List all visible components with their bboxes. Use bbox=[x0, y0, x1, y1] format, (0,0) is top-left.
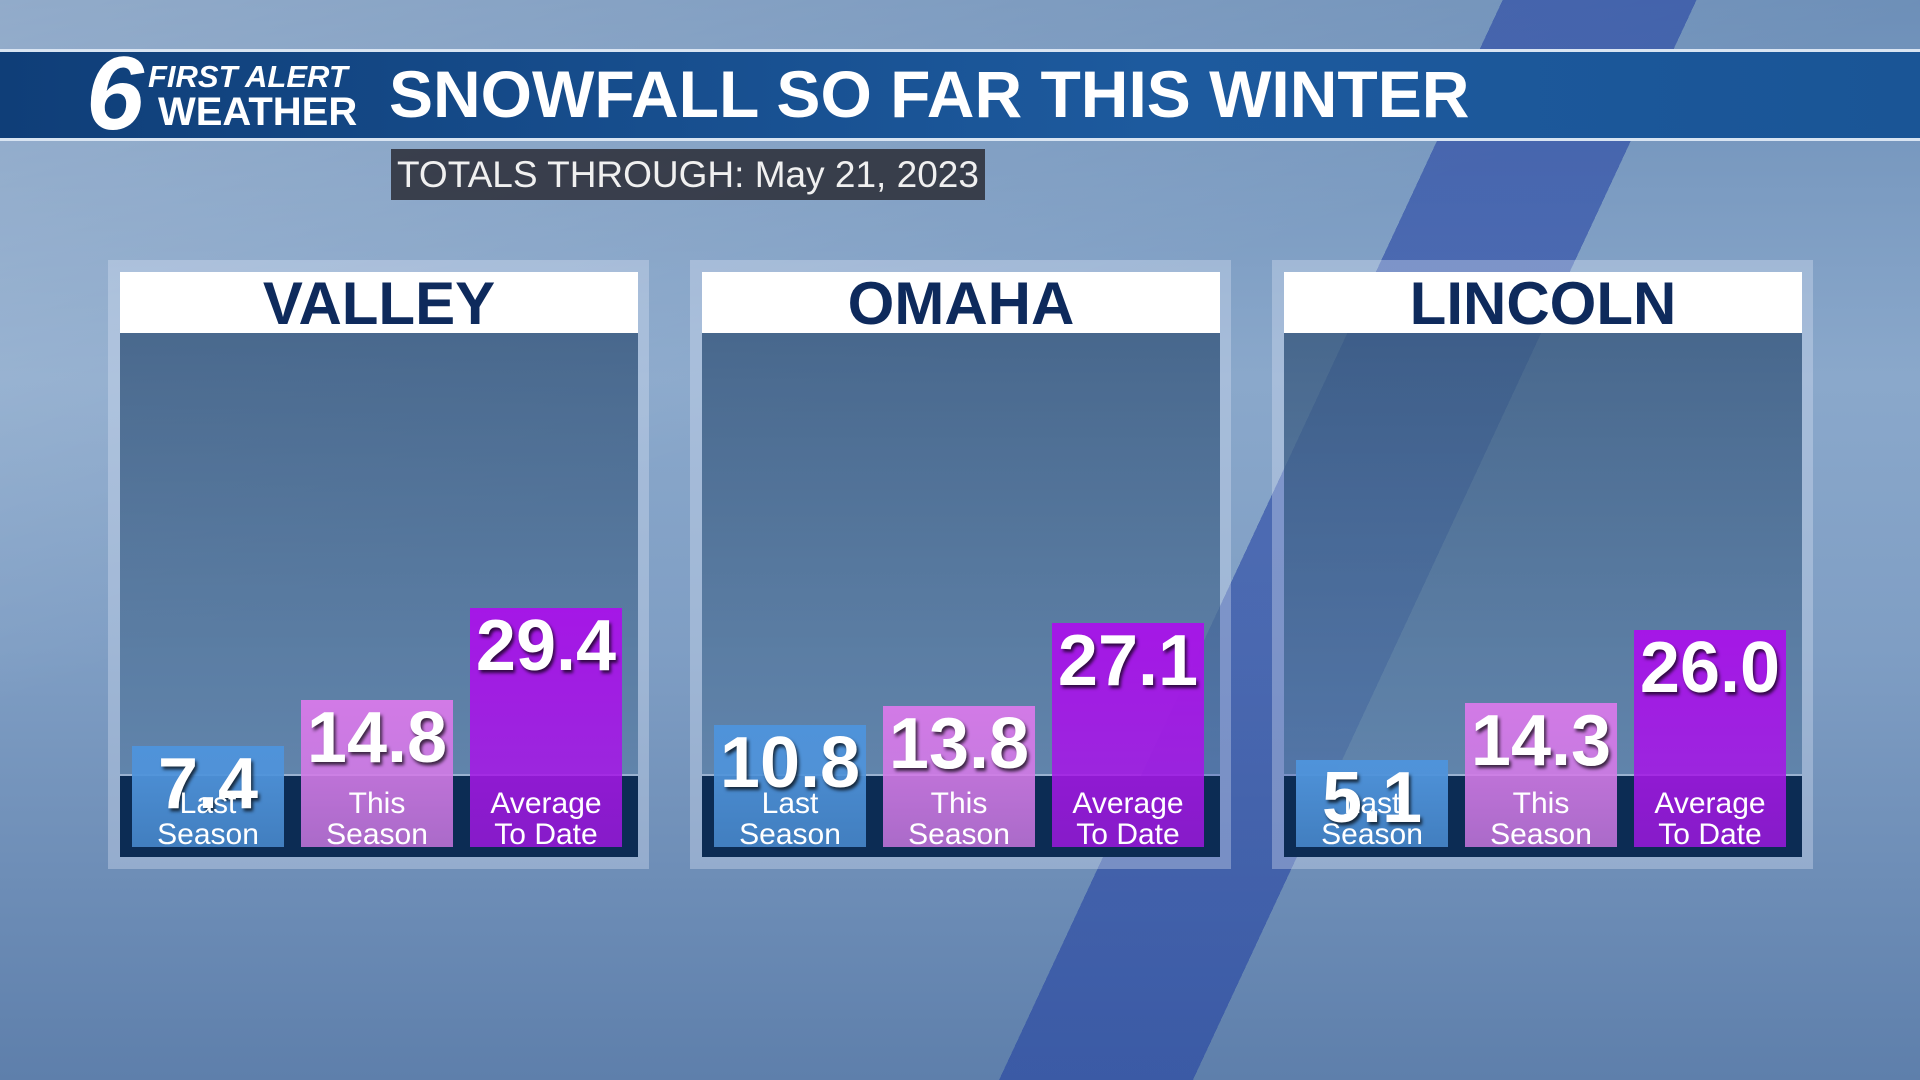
bar bbox=[883, 705, 1035, 847]
value-label: 26.0 bbox=[1639, 627, 1781, 708]
category-label: Last Season bbox=[739, 787, 841, 851]
value-label: 14.8 bbox=[306, 697, 448, 778]
category-label: Average To Date bbox=[1654, 787, 1766, 851]
chart-title: LINCOLN bbox=[1284, 272, 1802, 336]
category-label: This Season bbox=[1490, 787, 1592, 851]
subtitle: TOTALS THROUGH: May 21, 2023 bbox=[391, 149, 985, 200]
value-label: 13.8 bbox=[888, 703, 1030, 784]
bar bbox=[1052, 622, 1204, 847]
category-label: This Season bbox=[326, 787, 428, 851]
bar bbox=[714, 724, 866, 847]
value-label: 10.8 bbox=[719, 722, 861, 803]
title: SNOWFALL SO FAR THIS WINTER bbox=[389, 57, 1470, 131]
subtitle-label: TOTALS THROUGH: bbox=[397, 154, 745, 195]
chart-panel: OMAHA 10.8 Last Season 13.8 This Season 27.1 A… bbox=[690, 260, 1231, 869]
subtitle-date: May 21, 2023 bbox=[754, 154, 979, 195]
chart-title: VALLEY bbox=[120, 272, 638, 336]
chart-panel: LINCOLN 5.1 Last Season 14.3 This Season 26.0… bbox=[1272, 260, 1813, 869]
value-label: 29.4 bbox=[475, 606, 617, 687]
category-label: Average To Date bbox=[1072, 787, 1184, 851]
bar bbox=[1465, 702, 1617, 847]
value-label: 14.3 bbox=[1470, 700, 1612, 781]
bar bbox=[132, 745, 284, 847]
category-label: Last Season bbox=[1321, 787, 1423, 851]
header-band bbox=[0, 49, 1920, 141]
chart-panel: VALLEY 7.4 Last Season 14.8 This Season 29.4 A… bbox=[108, 260, 649, 869]
category-label: Last Season bbox=[157, 787, 259, 851]
bar bbox=[470, 608, 622, 847]
category-label: This Season bbox=[908, 787, 1010, 851]
value-label: 27.1 bbox=[1057, 620, 1199, 701]
chart-title: OMAHA bbox=[702, 272, 1220, 336]
logo-line: FIRST ALERT bbox=[148, 59, 348, 94]
bar bbox=[301, 699, 453, 847]
value-label: 7.4 bbox=[157, 743, 259, 824]
value-label: 5.1 bbox=[1321, 758, 1423, 839]
bar bbox=[1634, 629, 1786, 847]
category-label: Average To Date bbox=[490, 787, 602, 851]
logo-number: 6 bbox=[86, 36, 144, 152]
logo-line: WEATHER bbox=[158, 90, 358, 134]
bar bbox=[1296, 760, 1448, 847]
